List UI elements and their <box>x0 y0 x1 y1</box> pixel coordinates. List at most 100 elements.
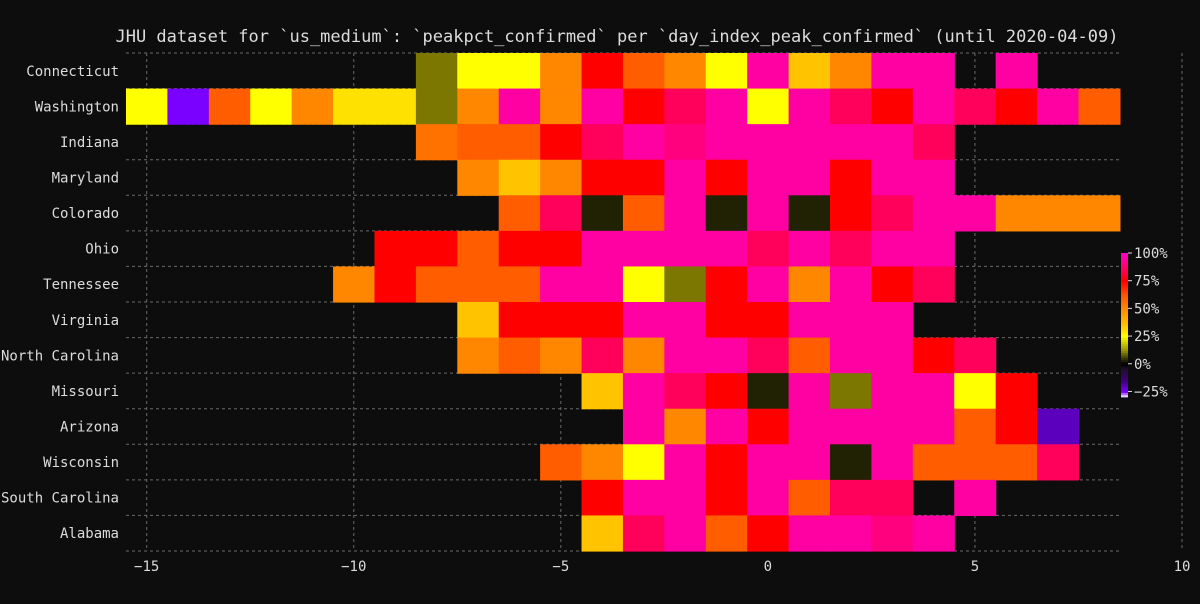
heatmap-cell <box>705 515 748 552</box>
heatmap-cell <box>1078 88 1121 125</box>
colorbar-segment <box>1121 319 1128 323</box>
colorbar-segment <box>1121 357 1128 360</box>
heatmap-cell <box>871 515 914 552</box>
heatmap-cell <box>374 266 417 303</box>
colorbar-segment <box>1121 383 1128 387</box>
heatmap-cell <box>788 408 831 445</box>
heatmap-cell <box>1037 444 1080 481</box>
heatmap-cell <box>415 53 458 90</box>
heatmap-cell <box>871 408 914 445</box>
heatmap-cell <box>954 479 997 517</box>
colorbar-segment <box>1121 321 1128 325</box>
heatmap-cell <box>830 53 873 90</box>
heatmap-cell <box>540 159 583 196</box>
heatmap-cell <box>540 230 583 268</box>
heatmap-cell <box>333 88 376 125</box>
colorbar-segment <box>1121 365 1128 369</box>
heatmap-cell <box>830 266 873 303</box>
heatmap-cell <box>664 230 707 268</box>
colorbar-segment <box>1121 392 1128 396</box>
heatmap-cell <box>540 337 583 374</box>
heatmap-cell <box>457 337 500 374</box>
heatmap-cell <box>622 88 665 125</box>
heatmap-cell <box>457 302 500 339</box>
heatmap-cell <box>581 195 624 232</box>
heatmap-cell <box>788 88 831 125</box>
colorbar-segment <box>1121 372 1128 376</box>
heatmap-cell <box>664 444 707 481</box>
heatmap-cell <box>374 88 417 125</box>
heatmap-cell <box>664 266 707 303</box>
heatmap-cell <box>830 302 873 339</box>
x-tick-label: 0 <box>764 559 772 575</box>
heatmap-cell <box>622 515 665 552</box>
heatmap-cell <box>747 195 790 232</box>
colorbar-segment <box>1121 286 1128 289</box>
heatmap-cell <box>622 159 665 196</box>
colorbar-segment <box>1121 306 1128 309</box>
heatmap-cell <box>581 53 624 90</box>
heatmap-cell <box>912 373 955 410</box>
heatmap-cell <box>788 266 831 303</box>
heatmap-cell <box>622 124 665 161</box>
heatmap-cell <box>622 230 665 268</box>
colorbar-segment <box>1121 281 1128 285</box>
heatmap-cell <box>830 88 873 125</box>
colorbar-segment <box>1121 381 1128 385</box>
colorbar-segment <box>1121 292 1128 296</box>
heatmap-cell <box>747 230 790 268</box>
colorbar-segment <box>1121 257 1128 261</box>
heatmap-cell <box>622 337 665 374</box>
heatmap-cell <box>664 479 707 517</box>
heatmap-cell <box>498 337 541 374</box>
heatmap-cell <box>664 337 707 374</box>
y-tick-label: Wisconsin <box>43 455 119 471</box>
colorbar-segment <box>1121 341 1128 345</box>
x-tick-label: −15 <box>134 559 159 575</box>
colorbar-segment <box>1121 326 1128 329</box>
heatmap-cell <box>581 88 624 125</box>
heatmap-cell <box>871 444 914 481</box>
heatmap-cell <box>126 88 169 125</box>
heatmap-cell <box>208 88 251 125</box>
colorbar-tick-label: 0% <box>1134 357 1151 373</box>
heatmap-cell <box>912 88 955 125</box>
heatmap-cell <box>747 124 790 161</box>
heatmap-cell <box>664 195 707 232</box>
colorbar-segment <box>1121 303 1128 307</box>
heatmap-cell <box>830 444 873 481</box>
colorbar-segment <box>1121 323 1128 327</box>
colorbar-segment <box>1121 301 1128 305</box>
x-tick-label: 10 <box>1174 559 1191 575</box>
heatmap-cell <box>830 337 873 374</box>
y-tick-label: Virginia <box>52 313 119 329</box>
heatmap-cell <box>540 266 583 303</box>
heatmap-cell <box>622 479 665 517</box>
heatmap-cell <box>374 230 417 268</box>
colorbar-tick-label: 50% <box>1134 301 1160 317</box>
heatmap-cell <box>954 373 997 410</box>
colorbar-segment <box>1121 361 1128 365</box>
heatmap-cell <box>871 159 914 196</box>
heatmap-cell <box>788 195 831 232</box>
heatmap-cell <box>705 230 748 268</box>
heatmap-cell <box>705 266 748 303</box>
heatmap-cell <box>995 53 1038 90</box>
heatmap-cell <box>954 195 997 232</box>
heatmap-cell <box>705 373 748 410</box>
colorbar-segment <box>1121 385 1128 389</box>
heatmap-cell <box>871 124 914 161</box>
heatmap-cell <box>498 230 541 268</box>
heatmap-cell <box>581 337 624 374</box>
heatmap-cell <box>788 444 831 481</box>
heatmap-cell <box>747 302 790 339</box>
heatmap-cell <box>830 408 873 445</box>
colorbar-segment <box>1121 377 1128 380</box>
heatmap-cell <box>747 88 790 125</box>
heatmap-cell <box>705 337 748 374</box>
heatmap-cell <box>622 266 665 303</box>
colorbar-segment <box>1121 268 1128 272</box>
colorbar-segment <box>1121 277 1128 280</box>
colorbar-segment <box>1121 310 1128 314</box>
heatmap-cell <box>912 337 955 374</box>
